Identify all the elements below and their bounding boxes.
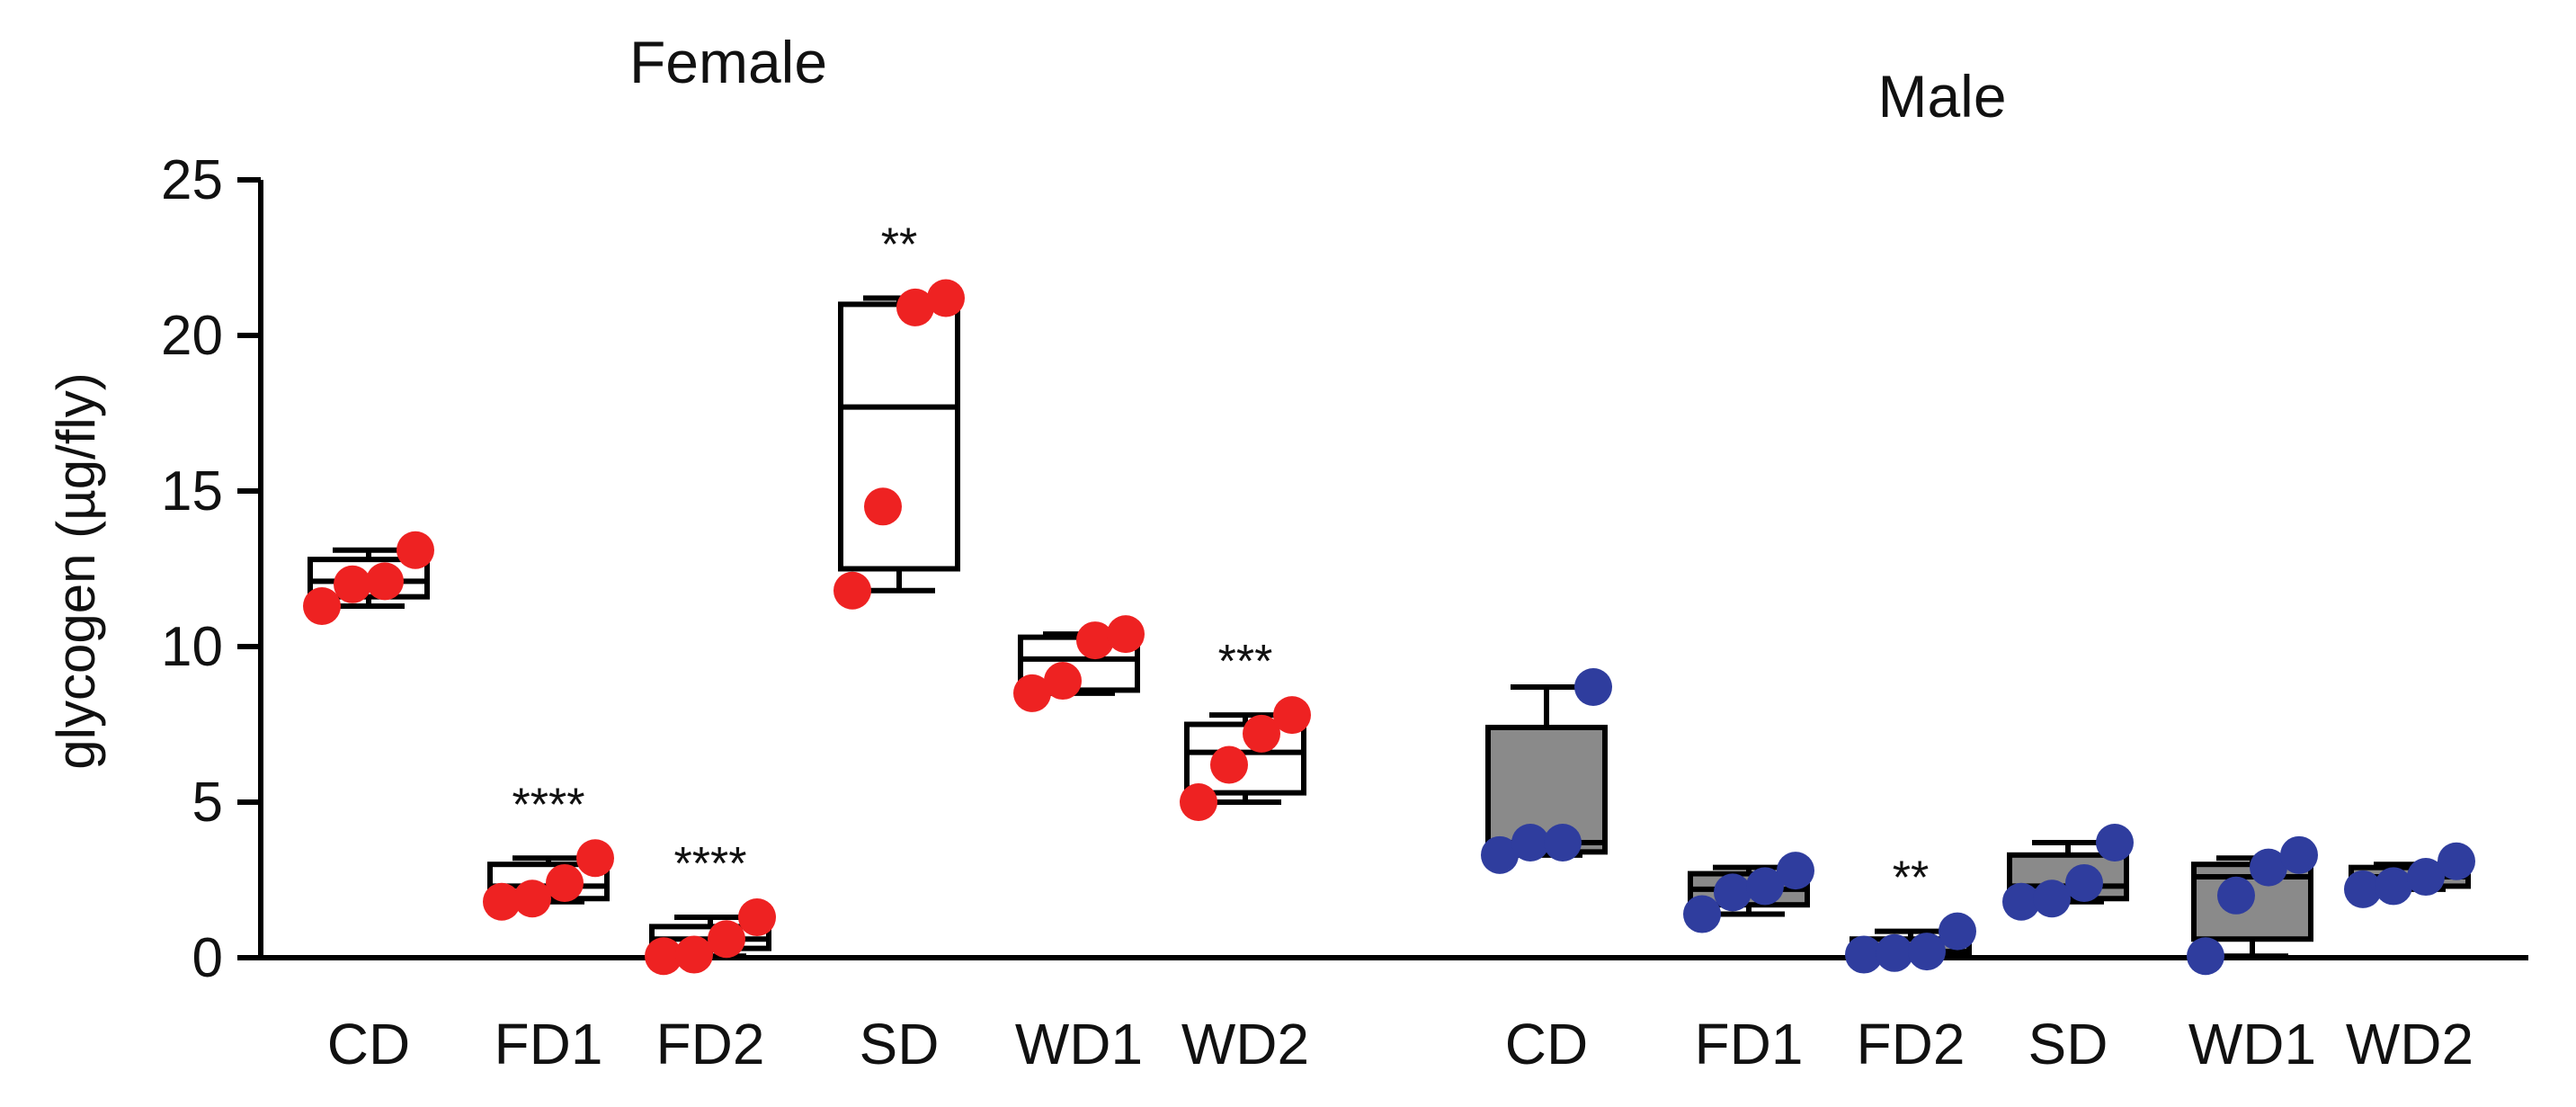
x-tick-label: WD2 — [2346, 1012, 2473, 1076]
data-point — [675, 935, 713, 974]
data-point — [1013, 674, 1051, 712]
data-points — [303, 279, 2475, 976]
data-point — [896, 288, 934, 326]
data-point — [1511, 823, 1549, 861]
data-point — [1939, 912, 1976, 951]
data-point — [2250, 848, 2287, 887]
data-point — [303, 587, 341, 626]
axes: glycogen (µg/fly) — [46, 180, 2528, 960]
x-tick-label: SD — [2028, 1012, 2108, 1076]
data-point — [397, 531, 434, 569]
y-tick-label: 0 — [192, 927, 223, 989]
x-tick-label: FD2 — [1857, 1012, 1965, 1076]
data-point — [1544, 823, 1582, 861]
data-point — [1210, 745, 1248, 784]
data-point — [2375, 867, 2412, 906]
x-tick-label: CD — [1505, 1012, 1588, 1076]
data-point — [1180, 783, 1217, 821]
data-point — [645, 937, 682, 976]
x-tick-label: CD — [327, 1012, 410, 1076]
data-point — [2438, 842, 2475, 880]
x-tick-label: WD2 — [1181, 1012, 1309, 1076]
y-tick-label: 10 — [161, 616, 223, 678]
x-tick-label: WD1 — [2188, 1012, 2316, 1076]
y-tick-label: 5 — [192, 772, 223, 834]
data-point — [2217, 876, 2255, 915]
data-point — [2407, 858, 2445, 897]
data-point — [546, 863, 584, 902]
data-point — [708, 920, 745, 959]
data-point — [2187, 937, 2224, 976]
labels: Female CD FD1 **** FD2 **** SD ** WD1 WD2 *** Male C… — [327, 29, 2473, 1076]
data-point — [1908, 933, 1946, 971]
significance-label: **** — [674, 838, 747, 890]
x-tick-label: SD — [860, 1012, 940, 1076]
boxes — [308, 295, 2471, 960]
significance-label: **** — [513, 779, 585, 831]
data-point — [513, 879, 551, 918]
y-tick-label: 25 — [161, 149, 223, 211]
data-point — [2002, 882, 2040, 921]
significance-label: *** — [1218, 636, 1273, 688]
data-point — [576, 839, 614, 878]
data-point — [1845, 935, 1883, 974]
data-point — [2096, 823, 2134, 861]
data-point — [2033, 879, 2071, 918]
data-point — [2065, 863, 2103, 902]
y-tick-label: 15 — [161, 460, 223, 522]
box-male-cd — [1485, 724, 1608, 855]
y-ticks: 0 5 10 15 20 25 — [161, 149, 261, 989]
group-title-male: Male — [1877, 63, 2006, 129]
data-point — [1243, 714, 1280, 753]
significance-label: ** — [1893, 853, 1929, 905]
data-point — [483, 882, 521, 921]
data-point — [1107, 615, 1145, 654]
data-point — [833, 571, 871, 610]
data-point — [2344, 870, 2382, 908]
data-point — [334, 565, 371, 603]
x-tick-label: FD2 — [656, 1012, 765, 1076]
data-point — [2280, 835, 2318, 874]
data-point — [1714, 873, 1752, 912]
y-tick-label: 20 — [161, 305, 223, 367]
data-point — [927, 279, 965, 317]
x-tick-label: WD1 — [1015, 1012, 1143, 1076]
data-point — [366, 562, 404, 601]
x-tick-label: FD1 — [1695, 1012, 1804, 1076]
data-point — [1044, 662, 1082, 701]
x-tick-label: FD1 — [495, 1012, 603, 1076]
box-female-sd — [838, 301, 960, 572]
data-point — [1076, 621, 1114, 660]
data-point — [1683, 895, 1721, 933]
data-point — [1481, 835, 1519, 874]
data-point — [1574, 667, 1612, 706]
y-axis-title: glycogen (µg/fly) — [46, 372, 106, 769]
data-point — [1876, 933, 1913, 972]
significance-label: ** — [881, 219, 917, 271]
data-point — [864, 487, 902, 526]
data-point — [1273, 696, 1311, 735]
data-point — [1777, 852, 1814, 890]
data-point — [1746, 867, 1784, 906]
group-title-female: Female — [629, 29, 827, 95]
data-point — [738, 898, 776, 937]
